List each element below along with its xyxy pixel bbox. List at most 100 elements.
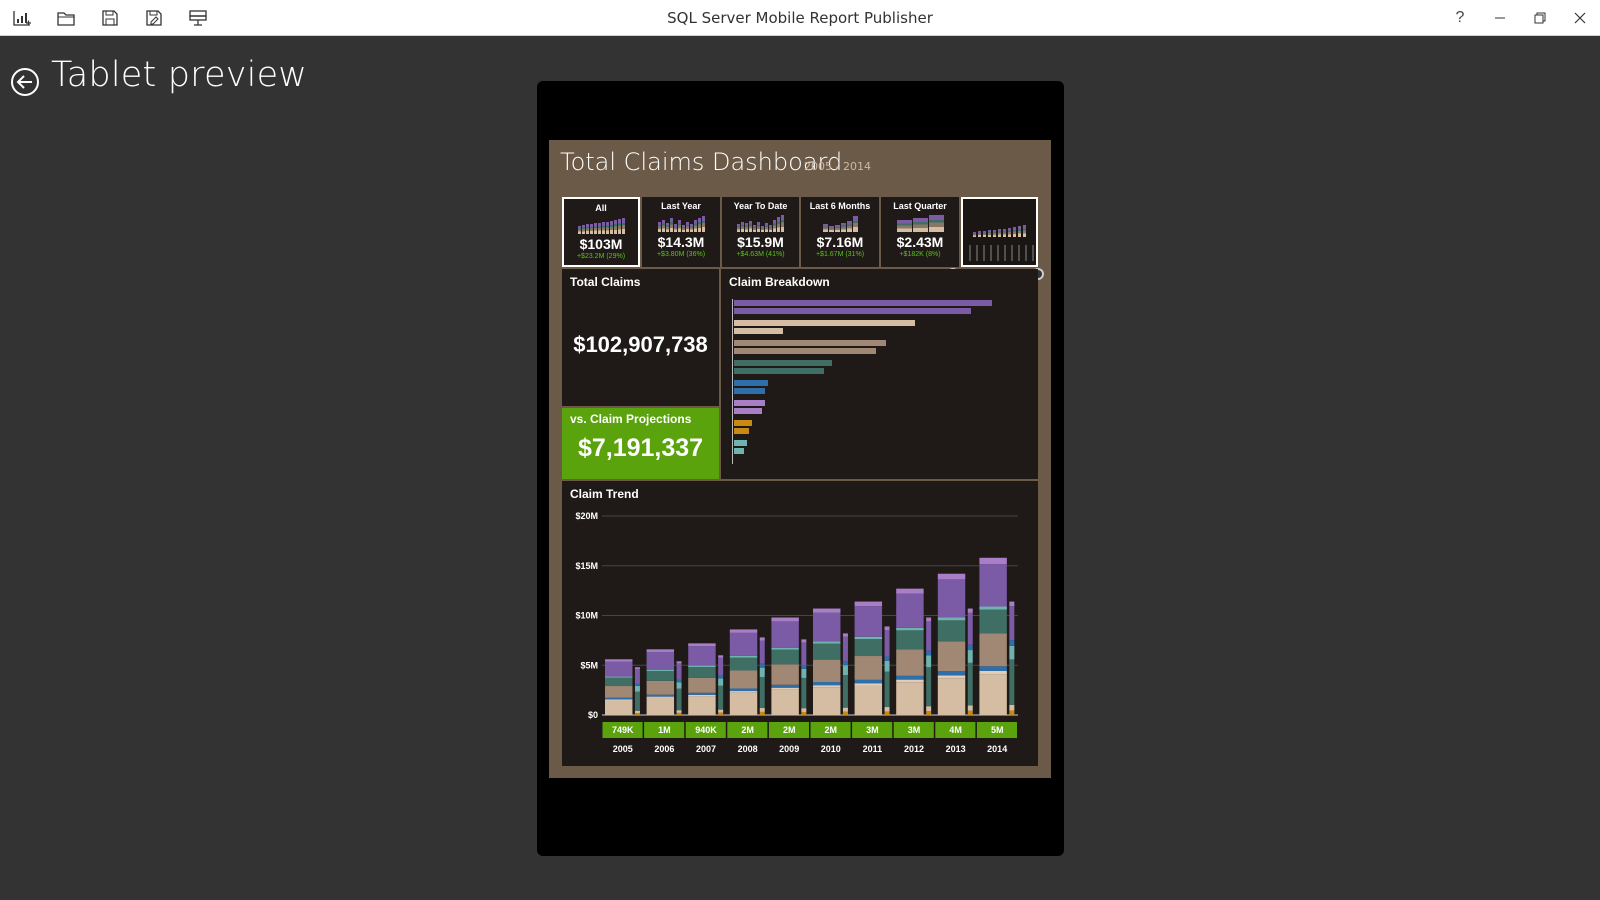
trend-bar-segment [854,601,883,607]
trend-bar-segment [676,682,682,689]
claim-projection-panel: vs. Claim Projections $7,191,337 [562,408,719,479]
trend-bar-segment [979,557,1007,565]
trend-bar-segment [729,632,758,656]
breakdown-bar [734,340,886,346]
trend-bar-segment [842,661,848,666]
dashboard-title: Total Claims Dashboard [560,148,843,176]
filter-value: $2.43M [896,234,944,250]
trend-bar-segment [605,661,633,677]
trend-bar-segment [967,644,973,651]
trend-bar-segment [926,617,932,622]
new-report-icon[interactable] [12,9,32,27]
trend-count-cell [976,722,1017,738]
trend-bar-segment [759,640,765,664]
filter-label: Last Quarter [893,201,947,211]
help-button[interactable]: ? [1455,9,1465,26]
trend-count-label: 1M [658,725,671,735]
trend-bar-segment [979,670,1007,675]
trend-bar-segment [759,663,765,668]
open-folder-icon[interactable] [56,9,76,27]
filter-all[interactable]: All $103M +$23.2M (29%) [562,197,640,267]
filter-delta: +$4.63M (41%) [736,251,785,258]
trend-bar-segment [771,664,799,685]
trend-count-cell [768,722,809,738]
trend-bar-segment [605,686,633,698]
trend-bar-segment [967,612,973,645]
breakdown-bar [734,388,765,394]
trend-bar-segment [896,679,924,683]
trend-count-cell [893,722,934,738]
filter-last-year[interactable]: Last Year $14.3M +$3.80M (36%) [642,197,720,267]
trend-bar-segment [771,621,799,648]
trend-bar-segment [646,669,675,672]
save-icon[interactable] [100,9,120,27]
trend-bar-segment [842,675,848,708]
breakdown-bar [734,328,783,334]
dashboard-subtitle: 2005 - 2014 [804,160,871,173]
trend-bar-segment [688,694,716,697]
trend-bar-segment [634,713,640,715]
trend-bar-segment [813,659,841,682]
timeline-selector[interactable] [961,197,1038,267]
close-icon [1574,12,1586,24]
trend-bar-segment [979,633,1007,667]
trend-bar-segment [884,629,890,657]
trend-count-cell [935,722,976,738]
trend-bar-segment [801,711,807,715]
breakdown-bar [734,420,752,426]
back-button[interactable] [10,67,40,97]
trend-bar-segment [926,655,932,668]
back-arrow-icon [11,68,39,96]
trend-bar-segment [1009,659,1015,705]
close-button[interactable] [1560,0,1600,36]
x-tick-label: 2011 [863,744,883,754]
trend-bar-segment [729,688,758,692]
trend-bar-segment [1009,704,1015,711]
trend-bar-segment [801,668,807,678]
publish-icon[interactable] [188,9,208,27]
breakdown-bar [734,448,744,454]
restore-button[interactable] [1520,0,1560,36]
trend-bar-segment [718,712,724,715]
minimize-button[interactable] [1480,0,1520,36]
trend-bar-segment [854,636,883,640]
claim-trend-panel: Claim Trend $0 $5M $10M $15M $20M 749K 2005 1M 2… [562,481,1038,766]
trend-bar-segment [979,674,1007,715]
filter-last-quarter[interactable]: Last Quarter $2.43M +$182K (8%) [881,197,959,267]
trend-bar-segment [605,659,633,662]
trend-bar-segment [854,639,883,657]
trend-bar-segment [718,657,724,676]
trend-bar-segment [688,677,716,693]
trend-bar-segment [813,685,841,688]
trend-bar-segment [605,697,633,700]
breakdown-bar [734,428,749,434]
filter-year-to-date[interactable]: Year To Date $15.9M +$4.63M (41%) [722,197,799,267]
trend-bar-segment [801,708,807,712]
trend-bar-segment [688,667,716,678]
filter-sparkline [801,214,879,232]
x-tick-label: 2014 [987,744,1007,754]
trend-count-cell [810,722,851,738]
y-tick-label: $15M [575,561,598,571]
trend-bar-segment [688,646,716,666]
save-as-icon[interactable] [144,9,164,27]
x-tick-label: 2007 [696,744,716,754]
trend-bar-segment [771,689,799,715]
filter-last-6-months[interactable]: Last 6 Months $7.16M +$1.67M (31%) [801,197,879,267]
filter-value: $7.16M [816,234,864,250]
page-title: Tablet preview [51,55,308,95]
trend-bar-segment [646,649,675,652]
trend-bar-segment [718,678,724,686]
trend-bar-segment [729,655,758,658]
trend-bar-segment [771,649,799,665]
trend-bar-segment [813,641,841,644]
trend-bar-segment [884,660,890,672]
trend-bar-segment [729,692,758,715]
trend-bar-segment [842,665,848,676]
x-tick-label: 2008 [738,744,758,754]
trend-bar-segment [979,666,1007,671]
trend-bar-segment [926,650,932,656]
breakdown-bar [734,360,832,366]
trend-bar-segment [729,691,758,693]
breakdown-bar [734,408,762,414]
